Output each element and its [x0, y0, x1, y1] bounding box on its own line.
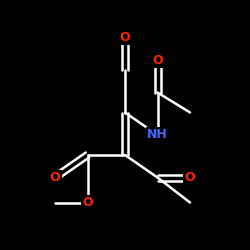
Text: O: O — [50, 171, 60, 184]
Text: O: O — [185, 171, 195, 184]
Text: O: O — [82, 196, 93, 209]
Text: NH: NH — [147, 128, 168, 141]
Text: O: O — [152, 54, 163, 66]
Text: O: O — [120, 31, 130, 44]
